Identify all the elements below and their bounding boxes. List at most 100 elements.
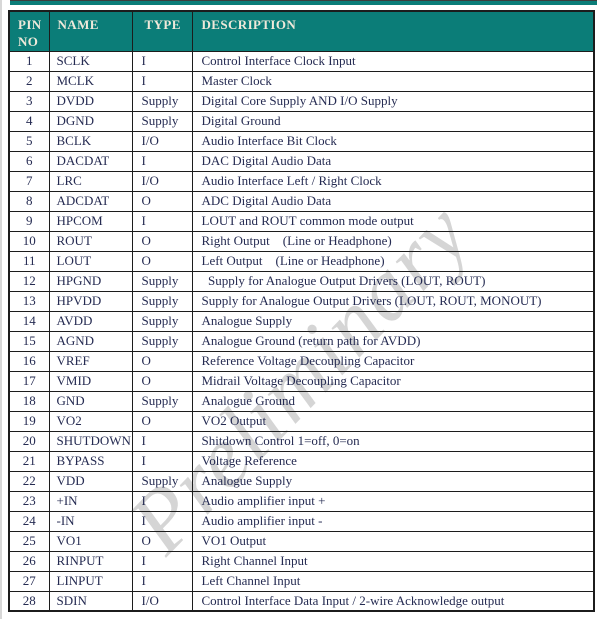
pin-name-cell: -IN — [48, 510, 133, 532]
table-row: 3 DVDD Supply Digital Core Supply AND I/… — [8, 90, 595, 112]
pin-description-cell: Audio Interface Left / Right Clock — [191, 170, 595, 192]
pin-number-cell: 28 — [8, 590, 50, 612]
header-name: NAME — [48, 10, 133, 52]
table-row: 10 ROUT O Right Output (Line or Headphon… — [8, 230, 595, 252]
pin-description-cell: Right Channel Input — [191, 550, 595, 572]
table-row: 21 BYPASS I Voltage Reference — [8, 450, 595, 472]
pin-number-cell: 23 — [8, 490, 50, 512]
pin-type-cell: I/O — [131, 590, 193, 612]
pin-name-cell: SHUTDOWN — [48, 430, 133, 452]
table-row: 6 DACDAT I DAC Digital Audio Data — [8, 150, 595, 172]
table-row: 16 VREF O Reference Voltage Decoupling C… — [8, 350, 595, 372]
pin-description-cell: Supply for Analogue Output Drivers (LOUT… — [191, 290, 595, 312]
table-row: 26 RINPUT I Right Channel Input — [8, 550, 595, 572]
table-row: 25 VO1 O VO1 Output — [8, 530, 595, 552]
table-row: 1 SCLK I Control Interface Clock Input — [8, 50, 595, 72]
pin-name-cell: AVDD — [48, 310, 133, 332]
pin-description-cell: Left Channel Input — [191, 570, 595, 592]
pin-description-cell: Right Output (Line or Headphone) — [191, 230, 595, 252]
pin-name-cell: HPCOM — [48, 210, 133, 232]
pin-description-cell: Left Output (Line or Headphone) — [191, 250, 595, 272]
pin-type-cell: O — [131, 190, 193, 212]
pin-number-cell: 2 — [8, 70, 50, 92]
pin-name-cell: AGND — [48, 330, 133, 352]
pin-name-cell: HPGND — [48, 270, 133, 292]
pin-description-cell: Supply for Analogue Output Drivers (LOUT… — [191, 270, 595, 292]
pin-description-cell: Midrail Voltage Decoupling Capacitor — [191, 370, 595, 392]
pin-name-cell: VO2 — [48, 410, 133, 432]
table-row: 20 SHUTDOWN I Shitdown Control 1=off, 0=… — [8, 430, 595, 452]
top-teal-strip — [10, 0, 597, 5]
pin-description-cell: Analogue Ground (return path for AVDD) — [191, 330, 595, 352]
header-description: DESCRIPTION — [191, 10, 595, 52]
pin-number-cell: 11 — [8, 250, 50, 272]
table-row: 24 -IN I Audio amplifier input - — [8, 510, 595, 532]
pin-number-cell: 20 — [8, 430, 50, 452]
table-row: 27 LINPUT I Left Channel Input — [8, 570, 595, 592]
pin-type-cell: Supply — [131, 390, 193, 412]
pin-name-cell: SCLK — [48, 50, 133, 72]
pin-name-cell: LINPUT — [48, 570, 133, 592]
pin-type-cell: O — [131, 530, 193, 552]
pin-description-cell: Shitdown Control 1=off, 0=on — [191, 430, 595, 452]
pin-type-cell: I — [131, 550, 193, 572]
pin-name-cell: LOUT — [48, 250, 133, 272]
pin-number-cell: 5 — [8, 130, 50, 152]
table-row: 12 HPGND Supply Supply for Analogue Outp… — [8, 270, 595, 292]
pin-number-cell: 22 — [8, 470, 50, 492]
pin-description-cell: ADC Digital Audio Data — [191, 190, 595, 212]
pin-name-cell: RINPUT — [48, 550, 133, 572]
pin-table-header: PIN NO NAME TYPE DESCRIPTION — [8, 10, 595, 52]
pin-name-cell: BCLK — [48, 130, 133, 152]
pin-type-cell: I — [131, 210, 193, 232]
pin-description-cell: LOUT and ROUT common mode output — [191, 210, 595, 232]
pin-number-cell: 14 — [8, 310, 50, 332]
pin-number-cell: 15 — [8, 330, 50, 352]
pin-name-cell: VMID — [48, 370, 133, 392]
pin-type-cell: I — [131, 490, 193, 512]
pin-description-cell: Voltage Reference — [191, 450, 595, 472]
header-pin-no: PIN NO — [8, 10, 50, 52]
pin-name-cell: GND — [48, 390, 133, 412]
table-row: 17 VMID O Midrail Voltage Decoupling Cap… — [8, 370, 595, 392]
table-row: 22 VDD Supply Analogue Supply — [8, 470, 595, 492]
pin-number-cell: 10 — [8, 230, 50, 252]
pin-type-cell: O — [131, 370, 193, 392]
pin-number-cell: 3 — [8, 90, 50, 112]
table-row: 14 AVDD Supply Analogue Supply — [8, 310, 595, 332]
pin-type-cell: O — [131, 250, 193, 272]
pin-number-cell: 27 — [8, 570, 50, 592]
pin-type-cell: I — [131, 150, 193, 172]
pin-name-cell: SDIN — [48, 590, 133, 612]
table-row: 11 LOUT O Left Output (Line or Headphone… — [8, 250, 595, 272]
pin-name-cell: DGND — [48, 110, 133, 132]
pin-name-cell: HPVDD — [48, 290, 133, 312]
pin-type-cell: I — [131, 430, 193, 452]
pin-number-cell: 16 — [8, 350, 50, 372]
pin-description-cell: Audio amplifier input + — [191, 490, 595, 512]
pin-number-cell: 13 — [8, 290, 50, 312]
pin-table-body: 1 SCLK I Control Interface Clock Input 2… — [8, 50, 595, 612]
pin-name-cell: VREF — [48, 350, 133, 372]
pin-description-cell: Audio Interface Bit Clock — [191, 130, 595, 152]
pin-number-cell: 6 — [8, 150, 50, 172]
pin-name-cell: ROUT — [48, 230, 133, 252]
pin-description-table: PIN NO NAME TYPE DESCRIPTION 1 SCLK I Co… — [8, 10, 595, 612]
header-type: TYPE — [131, 10, 193, 52]
pin-type-cell: I — [131, 450, 193, 472]
table-row: 8 ADCDAT O ADC Digital Audio Data — [8, 190, 595, 212]
pin-name-cell: VO1 — [48, 530, 133, 552]
pin-description-cell: Analogue Supply — [191, 310, 595, 332]
pin-type-cell: Supply — [131, 310, 193, 332]
pin-type-cell: I — [131, 50, 193, 72]
pin-description-cell: VO1 Output — [191, 530, 595, 552]
pin-number-cell: 21 — [8, 450, 50, 472]
pin-number-cell: 7 — [8, 170, 50, 192]
pin-type-cell: Supply — [131, 330, 193, 352]
pin-type-cell: Supply — [131, 290, 193, 312]
pin-number-cell: 17 — [8, 370, 50, 392]
page-edge-shadow — [0, 0, 2, 619]
pin-description-cell: DAC Digital Audio Data — [191, 150, 595, 172]
pin-name-cell: BYPASS — [48, 450, 133, 472]
